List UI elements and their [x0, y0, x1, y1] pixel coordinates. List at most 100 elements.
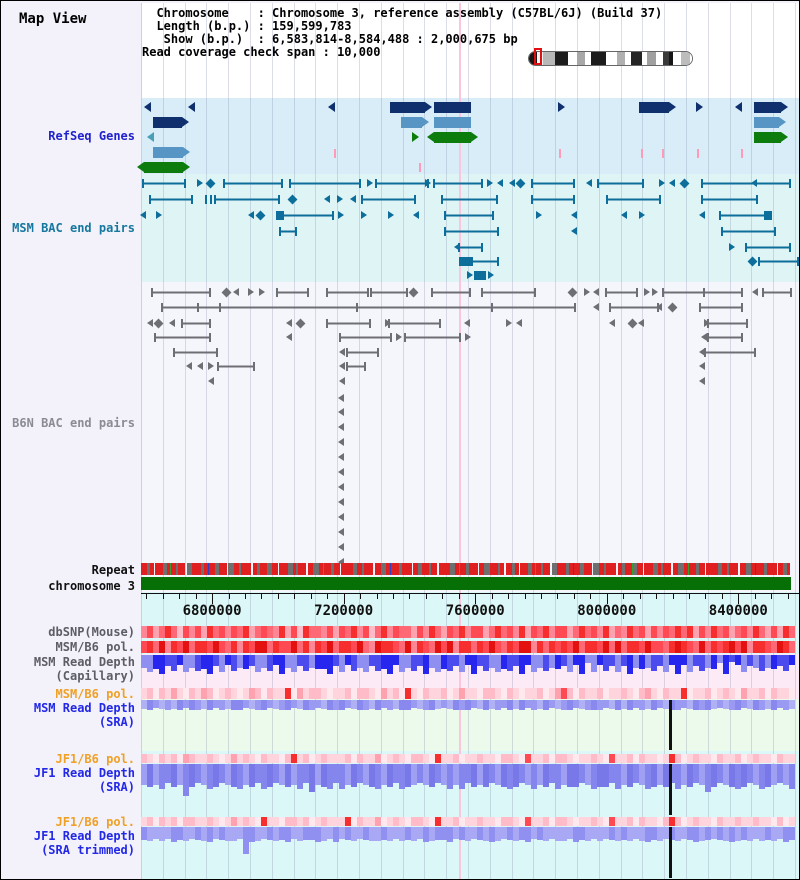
b6n-bac-glyph: [147, 319, 153, 327]
repeat-segment: [234, 563, 239, 575]
depth-bar: [513, 655, 519, 666]
repeat-segment: [147, 563, 150, 575]
msm-bac-glyph: [375, 179, 429, 188]
depth-bar: [315, 655, 321, 669]
ruler-tick: [754, 594, 756, 599]
variant-tick: [419, 163, 421, 172]
depth-bar: [459, 655, 465, 672]
depth-bar: [537, 764, 543, 785]
depth-bar: [417, 764, 423, 783]
heat-segment: [585, 641, 591, 653]
heat-segment: [417, 817, 423, 826]
depth-bar: [723, 827, 729, 841]
heat-segment: [789, 641, 795, 653]
heat-segment: [201, 688, 207, 699]
heat-segment: [279, 754, 285, 763]
heat-segment: [255, 626, 261, 638]
heat-segment: [381, 641, 387, 653]
heat-segment: [495, 817, 501, 826]
repeat-segment: [390, 563, 391, 575]
ruler-tick-major: [212, 594, 214, 604]
heat-segment: [363, 641, 369, 653]
depth-bar: [255, 827, 261, 841]
heat-segment: [543, 754, 549, 763]
gene-box: [754, 132, 781, 143]
gridline: [664, 3, 665, 879]
heat-segment: [273, 817, 279, 826]
depth-bar: [267, 764, 273, 787]
depth-bar: [693, 764, 699, 783]
heat-segment: [405, 626, 411, 638]
depth-bar: [687, 655, 693, 672]
depth-bar: [639, 827, 645, 841]
heat-segment: [387, 817, 393, 826]
track-label: (Capillary): [55, 669, 135, 683]
b6n-bac-glyph: [752, 288, 758, 296]
heat-segment: [201, 817, 207, 826]
heat-segment: [459, 754, 465, 763]
depth-bar: [483, 655, 489, 671]
heat-segment: [459, 626, 465, 638]
depth-bar: [447, 700, 453, 709]
depth-bar: [363, 764, 369, 785]
depth-bar: [387, 764, 393, 787]
gridline: [446, 3, 447, 879]
b6n-bac-glyph: [584, 288, 590, 296]
depth-bar: [777, 764, 783, 783]
heat-segment: [183, 641, 189, 653]
repeat-segment: [633, 563, 637, 575]
depth-bar: [783, 700, 789, 710]
depth-bar: [183, 700, 189, 708]
heat-segment: [225, 688, 231, 699]
depth-bar: [597, 827, 603, 841]
depth-bar: [531, 827, 537, 839]
heat-segment: [621, 817, 627, 826]
depth-bar: [273, 700, 279, 709]
heat-segment: [207, 754, 213, 763]
heat-segment: [345, 817, 351, 826]
ruler-tick: [425, 594, 427, 599]
heat-segment: [609, 641, 615, 653]
depth-bar: [213, 764, 219, 787]
chromosome-ideogram[interactable]: [528, 51, 693, 66]
repeat-segment: [192, 563, 201, 575]
heat-segment: [165, 817, 171, 826]
repeat-segment: [484, 563, 490, 575]
depth-bar: [777, 700, 783, 708]
b6n-bac-glyph: [699, 303, 743, 312]
depth-bar: [717, 655, 723, 663]
depth-bar: [747, 764, 753, 783]
heat-segment: [345, 688, 351, 699]
heat-segment: [477, 754, 483, 763]
depth-bar: [267, 700, 273, 708]
depth-bar: [237, 700, 243, 710]
heat-segment: [477, 688, 483, 699]
depth-bar: [165, 700, 171, 710]
depth-bar: [387, 655, 393, 674]
heat-segment: [579, 641, 585, 653]
heat-segment: [465, 817, 471, 826]
depth-bar: [681, 700, 687, 708]
heat-segment: [765, 688, 771, 699]
heat-segment: [633, 817, 639, 826]
b6n-bac-glyph: [286, 333, 292, 341]
heat-segment: [585, 817, 591, 826]
repeat-segment: [706, 563, 718, 575]
b6n-bac-glyph: [338, 438, 344, 446]
depth-bar: [141, 764, 147, 785]
msm-bac-glyph: [248, 211, 254, 219]
depth-bar: [195, 700, 201, 710]
heat-segment: [645, 754, 651, 763]
heat-segment: [381, 817, 387, 826]
heat-segment: [159, 641, 165, 653]
repeat-segment: [362, 563, 364, 575]
depth-bar: [243, 827, 249, 854]
heat-segment: [345, 626, 351, 638]
depth-bar: [285, 655, 291, 668]
heat-segment: [219, 626, 225, 638]
heat-segment: [153, 626, 159, 638]
repeat-segment: [722, 563, 727, 575]
b6n-bac-glyph: [217, 362, 255, 371]
b6n-bac-glyph: [704, 348, 756, 357]
